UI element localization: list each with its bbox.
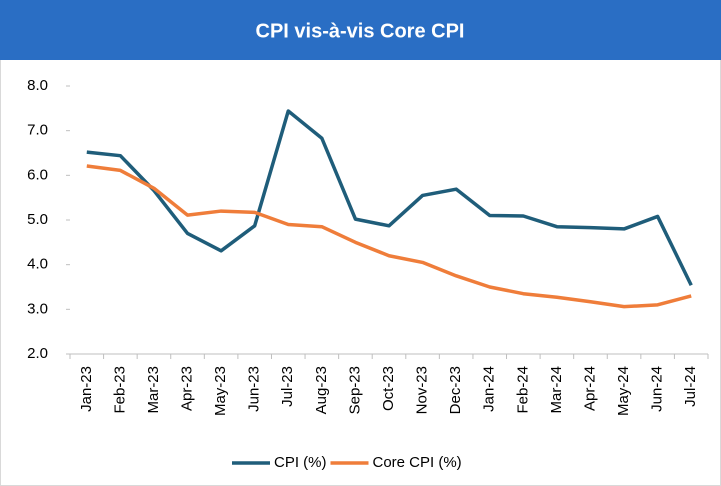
x-tick-label: Jun-23 xyxy=(246,366,263,412)
y-tick-label: 6.0 xyxy=(27,166,48,183)
x-tick-label: Jul-23 xyxy=(279,366,296,407)
y-tick-label: 8.0 xyxy=(27,77,48,94)
title-banner xyxy=(0,0,721,60)
y-tick-label: 2.0 xyxy=(27,345,48,362)
x-tick-label: Jan-24 xyxy=(481,366,498,412)
x-tick-label: Aug-23 xyxy=(313,366,330,414)
y-tick-label: 3.0 xyxy=(27,300,48,317)
series-line xyxy=(86,164,692,309)
legend-label: CPI (%) xyxy=(274,454,327,471)
x-tick-label: Apr-23 xyxy=(178,366,195,411)
x-tick-label: Feb-24 xyxy=(514,366,531,414)
x-tick-label: Dec-23 xyxy=(447,366,464,414)
x-tick-label: May-24 xyxy=(615,366,632,416)
x-tick-label: Nov-23 xyxy=(414,366,431,414)
series-line xyxy=(86,109,693,286)
x-tick-label: Oct-23 xyxy=(380,366,397,411)
chart-title: CPI vis-à-vis Core CPI xyxy=(256,20,465,42)
y-tick-label: 5.0 xyxy=(27,211,48,228)
x-tick-label: Apr-24 xyxy=(581,366,598,411)
x-tick-label: Jun-24 xyxy=(649,366,666,412)
x-tick-label: May-23 xyxy=(212,366,229,416)
y-tick-label: 7.0 xyxy=(27,122,48,139)
legend-label: Core CPI (%) xyxy=(373,454,462,471)
x-tick-label: Sep-23 xyxy=(346,366,363,414)
x-tick-label: Mar-23 xyxy=(145,366,162,414)
y-tick-label: 4.0 xyxy=(27,256,48,273)
x-tick-label: Jan-23 xyxy=(78,366,95,412)
x-tick-label: Feb-23 xyxy=(111,366,128,414)
x-tick-label: Mar-24 xyxy=(548,366,565,414)
x-tick-label: Jul-24 xyxy=(682,366,699,407)
